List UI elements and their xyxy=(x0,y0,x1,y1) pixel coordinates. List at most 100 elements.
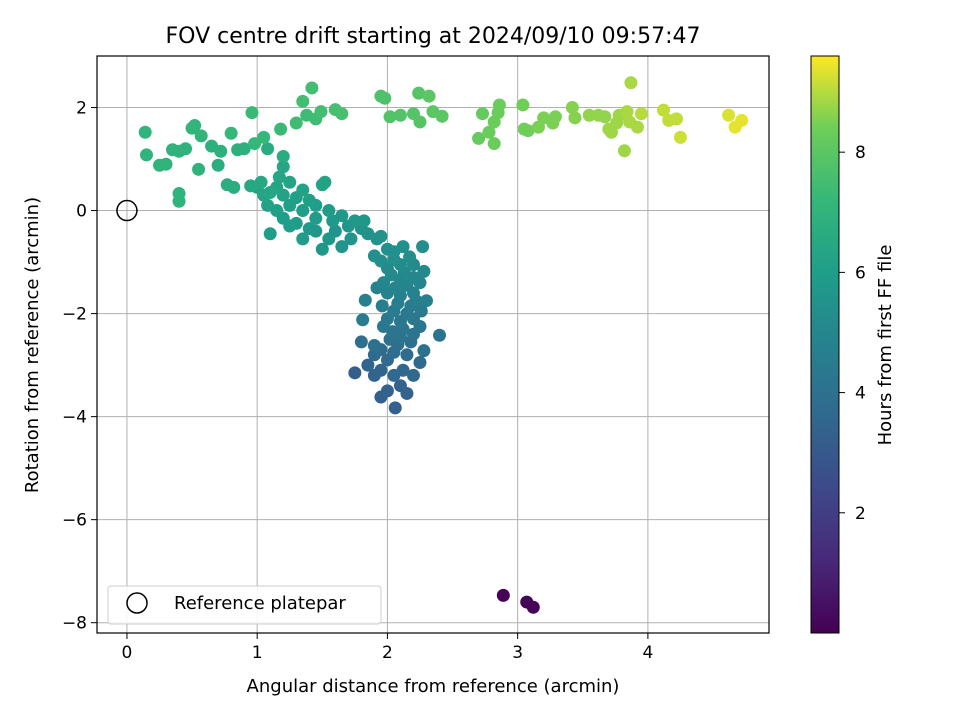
data-point xyxy=(634,107,648,121)
data-point xyxy=(296,232,310,246)
data-point xyxy=(248,137,262,151)
data-point xyxy=(302,222,316,236)
data-point xyxy=(521,124,535,138)
data-point xyxy=(296,94,310,108)
colorbar-ticks: 2 4 6 8 xyxy=(839,143,866,524)
data-point xyxy=(417,264,431,278)
legend-marker-reference xyxy=(126,592,148,614)
x-tick-label: 4 xyxy=(642,643,653,663)
data-point xyxy=(433,328,447,342)
data-point xyxy=(276,160,290,174)
data-point xyxy=(487,137,501,151)
data-point xyxy=(188,119,202,133)
colorbar: 2 4 6 8 Hours from first FF file xyxy=(810,55,896,634)
data-point xyxy=(735,113,749,127)
data-point xyxy=(348,214,362,228)
x-axis-ticks: 0 1 2 3 4 xyxy=(122,633,653,663)
data-point xyxy=(274,122,288,136)
data-point xyxy=(630,120,644,134)
data-point xyxy=(417,344,431,358)
data-point xyxy=(214,144,228,158)
legend-box xyxy=(107,585,382,625)
data-point xyxy=(305,81,319,95)
data-point xyxy=(335,209,349,223)
data-point xyxy=(482,125,496,139)
data-point xyxy=(367,249,381,263)
data-point xyxy=(380,384,394,398)
data-point xyxy=(422,89,436,103)
data-point xyxy=(673,130,687,144)
data-point xyxy=(302,193,316,207)
y-tick-label: 0 xyxy=(76,202,87,222)
data-point xyxy=(598,110,612,124)
data-point xyxy=(406,368,420,382)
data-point xyxy=(565,101,579,115)
data-point xyxy=(357,214,371,228)
data-point xyxy=(361,358,375,372)
data-point xyxy=(257,130,271,144)
legend: Reference platepar xyxy=(107,585,382,625)
data-point xyxy=(374,229,388,243)
data-point xyxy=(413,356,427,370)
data-point xyxy=(296,204,310,218)
data-point xyxy=(367,339,381,353)
y-tick-label: 2 xyxy=(76,99,87,119)
legend-label-reference: Reference platepar xyxy=(174,593,346,614)
data-point xyxy=(378,91,392,105)
plot-frame xyxy=(96,55,770,634)
data-point xyxy=(435,109,449,123)
data-point xyxy=(393,379,407,393)
data-point xyxy=(568,111,582,125)
data-point xyxy=(396,363,410,377)
data-point xyxy=(254,175,268,189)
data-point xyxy=(231,143,245,157)
data-point xyxy=(322,204,336,218)
data-point xyxy=(194,129,208,143)
data-point xyxy=(138,125,152,139)
x-tick-label: 0 xyxy=(122,643,133,663)
x-axis-label: Angular distance from reference (arcmin) xyxy=(247,676,620,697)
colorbar-gradient xyxy=(810,55,840,634)
data-point xyxy=(220,178,234,192)
data-point xyxy=(620,105,634,119)
data-point xyxy=(309,211,323,225)
data-point xyxy=(276,149,290,163)
data-point xyxy=(315,242,329,256)
data-point xyxy=(582,108,596,122)
data-point xyxy=(245,106,259,120)
x-tick-label: 1 xyxy=(252,643,263,663)
data-point xyxy=(414,304,428,318)
data-point xyxy=(314,105,328,119)
data-point xyxy=(211,158,225,172)
data-point xyxy=(172,194,186,208)
data-point xyxy=(374,363,388,377)
y-tick-label: −4 xyxy=(62,408,87,428)
data-point xyxy=(358,293,372,307)
data-point xyxy=(396,240,410,254)
y-tick-label: −6 xyxy=(62,511,87,531)
data-point xyxy=(492,98,506,112)
data-point xyxy=(348,366,362,380)
colorbar-tick-label: 8 xyxy=(855,143,866,163)
data-point xyxy=(263,227,277,241)
data-point xyxy=(722,108,736,122)
data-point xyxy=(412,86,426,100)
y-tick-label: −8 xyxy=(62,614,87,634)
chart-title: FOV centre drift starting at 2024/09/10 … xyxy=(166,24,701,49)
data-point xyxy=(413,115,427,129)
y-tick-label: −2 xyxy=(62,305,87,325)
data-point xyxy=(244,179,258,193)
data-point xyxy=(400,348,414,362)
data-point xyxy=(617,144,631,158)
data-point xyxy=(403,250,417,264)
data-point xyxy=(296,183,310,197)
data-point xyxy=(657,103,671,117)
data-point xyxy=(375,299,389,313)
colorbar-tick-label: 4 xyxy=(855,384,866,404)
data-point xyxy=(393,108,407,122)
data-point xyxy=(272,170,286,184)
scatter-points xyxy=(138,76,749,614)
data-point xyxy=(166,143,180,157)
data-point xyxy=(388,401,402,415)
x-tick-label: 3 xyxy=(512,643,523,663)
